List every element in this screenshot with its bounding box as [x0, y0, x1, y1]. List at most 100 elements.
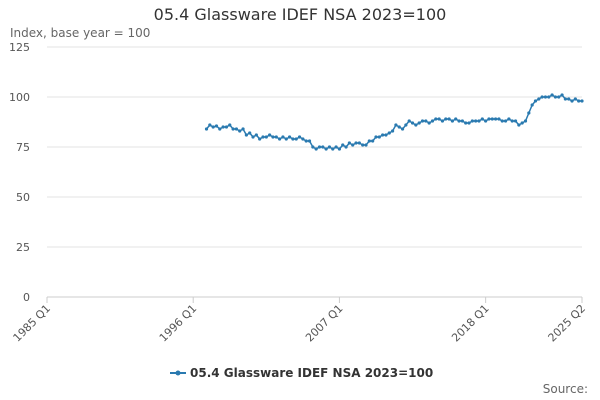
- point: [218, 127, 222, 131]
- point: [527, 111, 531, 115]
- point: [404, 123, 408, 127]
- point: [208, 123, 212, 127]
- point: [577, 99, 581, 103]
- point: [374, 135, 378, 139]
- y-tick-label: 25: [16, 241, 30, 254]
- point: [264, 135, 268, 139]
- point: [224, 125, 229, 129]
- y-tick-label: 125: [9, 41, 30, 54]
- point: [560, 93, 564, 97]
- x-tick-label: 1996 Q1: [157, 302, 200, 345]
- point: [221, 125, 225, 129]
- point: [427, 121, 431, 125]
- point: [248, 131, 252, 135]
- point: [543, 95, 548, 99]
- point: [377, 135, 381, 139]
- point: [480, 117, 484, 121]
- point: [381, 133, 385, 137]
- point: [567, 97, 571, 101]
- point: [550, 93, 554, 97]
- point: [367, 139, 371, 143]
- point: [301, 137, 305, 141]
- point: [387, 131, 391, 135]
- point: [500, 119, 504, 123]
- point: [537, 97, 541, 101]
- point: [390, 129, 395, 133]
- point: [454, 117, 458, 121]
- point: [297, 135, 302, 139]
- point: [251, 135, 255, 139]
- point: [424, 119, 428, 123]
- subtitle: Index, base year = 100: [10, 26, 150, 40]
- point: [351, 143, 355, 147]
- source: Source:: [543, 382, 588, 396]
- point: [417, 121, 421, 125]
- point: [384, 133, 388, 137]
- y-tick-label: 0: [23, 291, 30, 304]
- point: [311, 145, 315, 149]
- point: [450, 119, 455, 123]
- point: [294, 137, 298, 141]
- point: [563, 97, 567, 101]
- point: [271, 135, 275, 139]
- point: [484, 119, 488, 123]
- legend-label: 05.4 Glassware IDEF NSA 2023=100: [190, 366, 433, 380]
- point: [321, 145, 325, 149]
- point: [533, 99, 538, 103]
- point: [287, 135, 292, 139]
- point: [580, 99, 584, 103]
- point: [331, 147, 335, 151]
- point: [317, 145, 322, 149]
- x-tick-label: 2025 Q2: [546, 302, 589, 345]
- point: [457, 119, 461, 123]
- point: [447, 117, 451, 121]
- point: [357, 141, 361, 145]
- point: [573, 97, 577, 101]
- point: [497, 117, 501, 121]
- point: [304, 139, 308, 143]
- point: [487, 117, 491, 121]
- point: [460, 119, 464, 123]
- point: [361, 143, 365, 147]
- y-tick-label: 100: [9, 91, 30, 104]
- x-tick-label: 2007 Q1: [303, 302, 346, 345]
- point: [474, 119, 478, 123]
- point: [414, 123, 418, 127]
- point: [214, 124, 219, 128]
- point: [341, 143, 345, 147]
- point: [347, 141, 351, 145]
- point: [520, 121, 524, 125]
- y-tick-label: 75: [16, 141, 30, 154]
- point: [470, 119, 474, 123]
- point: [517, 123, 521, 127]
- point: [440, 119, 445, 123]
- point: [407, 119, 411, 123]
- point: [477, 119, 481, 123]
- point: [291, 137, 295, 141]
- point: [400, 127, 405, 131]
- point: [364, 143, 368, 147]
- point: [244, 133, 248, 137]
- point: [238, 129, 242, 133]
- point: [547, 95, 551, 99]
- point: [228, 123, 232, 127]
- point: [553, 95, 558, 99]
- point: [540, 95, 544, 99]
- point: [507, 117, 511, 121]
- point: [307, 139, 312, 143]
- point: [397, 125, 401, 129]
- x-tick-label: 2018 Q1: [449, 302, 492, 345]
- point: [437, 117, 441, 121]
- point: [490, 117, 494, 121]
- point: [284, 137, 288, 141]
- point: [513, 119, 518, 123]
- point: [231, 127, 235, 131]
- point: [420, 119, 425, 123]
- point: [327, 145, 332, 149]
- point: [523, 119, 528, 123]
- chart-title: 05.4 Glassware IDEF NSA 2023=100: [154, 5, 447, 24]
- point: [274, 135, 278, 139]
- point: [268, 133, 272, 137]
- point: [241, 127, 245, 131]
- y-tick-label: 50: [16, 191, 30, 204]
